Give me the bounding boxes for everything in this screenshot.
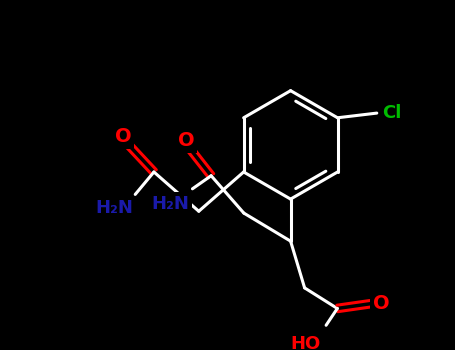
- Text: O: O: [177, 131, 194, 150]
- Text: Cl: Cl: [382, 104, 401, 122]
- Text: H₂N: H₂N: [96, 198, 134, 217]
- Text: O: O: [373, 294, 389, 313]
- Text: O: O: [115, 127, 131, 146]
- Text: HO: HO: [290, 335, 321, 350]
- Text: H₂N: H₂N: [151, 195, 189, 213]
